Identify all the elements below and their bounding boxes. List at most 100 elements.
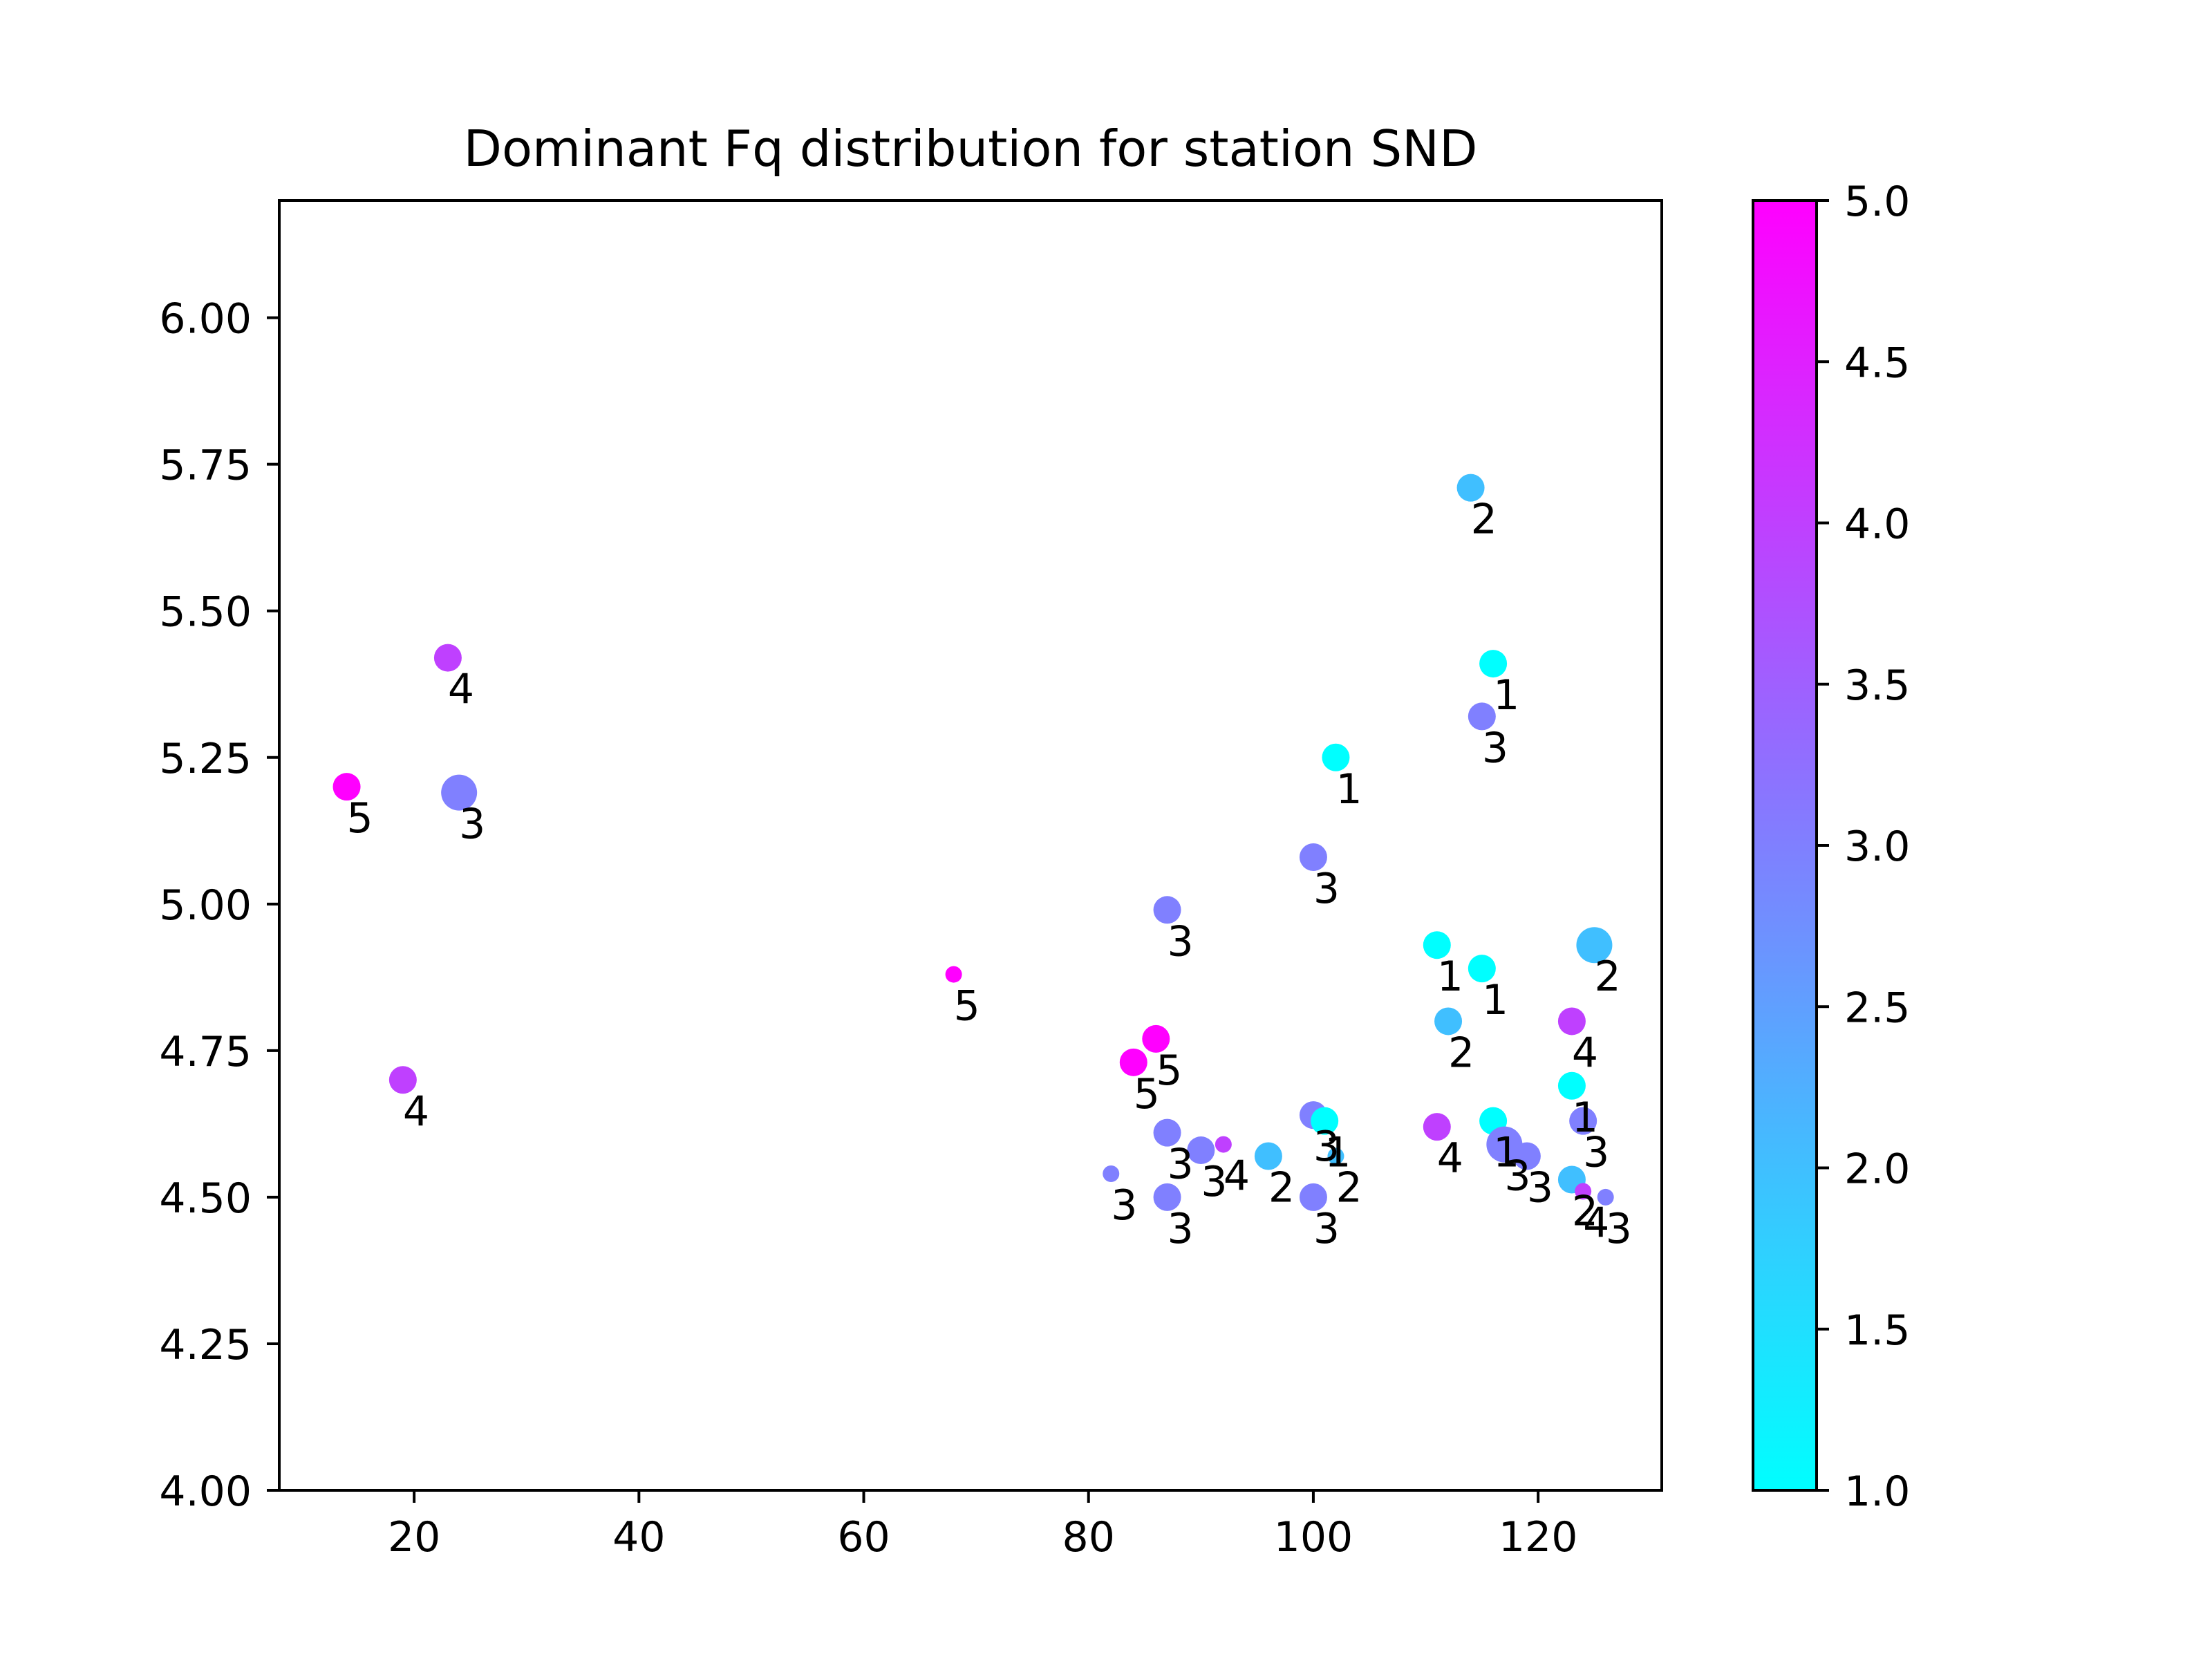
point-label: 3 [459, 800, 485, 849]
scatter-point [1153, 1183, 1181, 1211]
scatter-point [441, 774, 478, 811]
point-label: 1 [1324, 1129, 1351, 1177]
point-label: 3 [1504, 1152, 1530, 1201]
scatter-point [1423, 931, 1451, 959]
point-label: 4 [1437, 1134, 1463, 1183]
point-label: 4 [403, 1087, 429, 1136]
point-label: 3 [1583, 1129, 1609, 1177]
point-label: 3 [1606, 1205, 1632, 1253]
colorbar-tick-label: 2.0 [1844, 1145, 1910, 1194]
point-label: 5 [1156, 1047, 1182, 1095]
point-label: 3 [1201, 1158, 1227, 1206]
scatter-point [433, 644, 462, 672]
y-tick-label: 4.25 [159, 1321, 252, 1369]
y-tick-label: 5.50 [159, 588, 252, 637]
y-tick-label: 5.25 [159, 735, 252, 783]
y-tick-label: 4.75 [159, 1028, 252, 1076]
scatter-point [1322, 743, 1350, 771]
point-label: 5 [954, 982, 980, 1031]
scatter-point [1103, 1165, 1120, 1182]
scatter-point [1311, 1107, 1339, 1135]
scatter-point [1299, 1183, 1327, 1211]
scatter-point [1468, 955, 1496, 983]
point-label: 1 [1437, 953, 1463, 1001]
colorbar-tick-label: 3.5 [1844, 662, 1910, 710]
scatter-point [1119, 1048, 1147, 1076]
scatter-point [1557, 1007, 1586, 1035]
scatter-point [332, 773, 361, 801]
scatter-point [1512, 1142, 1541, 1170]
point-label: 3 [1168, 917, 1194, 966]
point-label: 1 [1493, 671, 1519, 720]
x-tick-label: 60 [837, 1513, 890, 1562]
scatter-point [945, 966, 962, 983]
point-label: 3 [1168, 1205, 1194, 1253]
scatter-point [1423, 1113, 1451, 1141]
point-label: 3 [1527, 1164, 1553, 1212]
y-tick-label: 5.75 [159, 442, 252, 490]
point-label: 2 [1448, 1029, 1474, 1077]
point-label: 3 [1313, 865, 1340, 913]
scatter-point [1254, 1142, 1282, 1170]
point-label: 5 [1134, 1070, 1160, 1118]
colorbar-tick-label: 3.0 [1844, 823, 1910, 871]
x-tick-label: 20 [388, 1513, 440, 1562]
point-label: 2 [1335, 1164, 1362, 1212]
scatter-point [1142, 1024, 1170, 1053]
scatter-point [1557, 1071, 1586, 1100]
points-layer [332, 474, 1614, 1211]
y-tick-label: 4.00 [159, 1468, 252, 1516]
scatter-point [1576, 927, 1613, 964]
colorbar-tick-label: 1.5 [1844, 1306, 1910, 1355]
point-label: 1 [1482, 976, 1508, 1024]
scatter-point [1434, 1007, 1463, 1035]
colorbar-tick-label: 2.5 [1844, 984, 1910, 1032]
scatter-point [1575, 1183, 1592, 1200]
colorbar-tick-label: 1.0 [1844, 1468, 1910, 1516]
scatter-point [1153, 1118, 1181, 1147]
point-label: 2 [1268, 1164, 1295, 1212]
point-label: 2 [1594, 953, 1620, 1001]
point-label: 4 [1224, 1152, 1250, 1201]
point-label: 1 [1493, 1129, 1519, 1177]
scatter-point [1187, 1136, 1215, 1165]
colorbar-tick-label: 5.0 [1844, 178, 1910, 226]
scatter-point [1327, 1147, 1344, 1165]
y-tick-label: 5.00 [159, 881, 252, 930]
colorbar-axis: 1.0 1.5 2.0 2.5 3.0 3.5 4.0 4.5 5.0 [1817, 178, 1910, 1516]
x-tick-label: 40 [612, 1513, 665, 1562]
colorbar-tick-label: 4.0 [1844, 500, 1910, 549]
point-label: 3 [1482, 724, 1508, 772]
point-label: 4 [1572, 1029, 1598, 1077]
x-tick-label: 120 [1499, 1513, 1578, 1562]
point-label: 5 [347, 794, 373, 843]
y-axis: 4.00 4.25 4.50 4.75 5.00 5.25 5.50 5.75 6.00 [159, 295, 279, 1516]
y-tick-label: 6.00 [159, 295, 252, 344]
scatter-point [1153, 896, 1181, 924]
point-label: 3 [1313, 1123, 1340, 1171]
point-label: 3 [1168, 1141, 1194, 1189]
scatter-point [1468, 702, 1496, 731]
scatter-point [1456, 474, 1485, 502]
y-tick-label: 4.50 [159, 1174, 252, 1223]
x-axis: 20 40 60 80 100 120 [388, 1490, 1577, 1562]
scatter-point [1299, 843, 1327, 871]
scatter-point [1479, 650, 1508, 678]
point-label: 3 [1111, 1181, 1137, 1230]
colorbar-tick-label: 4.5 [1844, 339, 1910, 387]
scatter-point [388, 1066, 417, 1094]
plot-area-frame [278, 199, 1663, 1492]
x-tick-label: 100 [1274, 1513, 1353, 1562]
x-tick-label: 80 [1062, 1513, 1115, 1562]
chart-title: Dominant Fq distribution for station SND [464, 120, 1478, 178]
point-label: 1 [1572, 1094, 1598, 1142]
point-label: 3 [1313, 1205, 1340, 1253]
point-label: 4 [1583, 1199, 1609, 1247]
point-label: 1 [1335, 765, 1362, 814]
point-label: 2 [1572, 1187, 1598, 1235]
scatter-point [1215, 1136, 1232, 1153]
scatter-point [1597, 1188, 1614, 1206]
point-label: 4 [448, 666, 474, 714]
